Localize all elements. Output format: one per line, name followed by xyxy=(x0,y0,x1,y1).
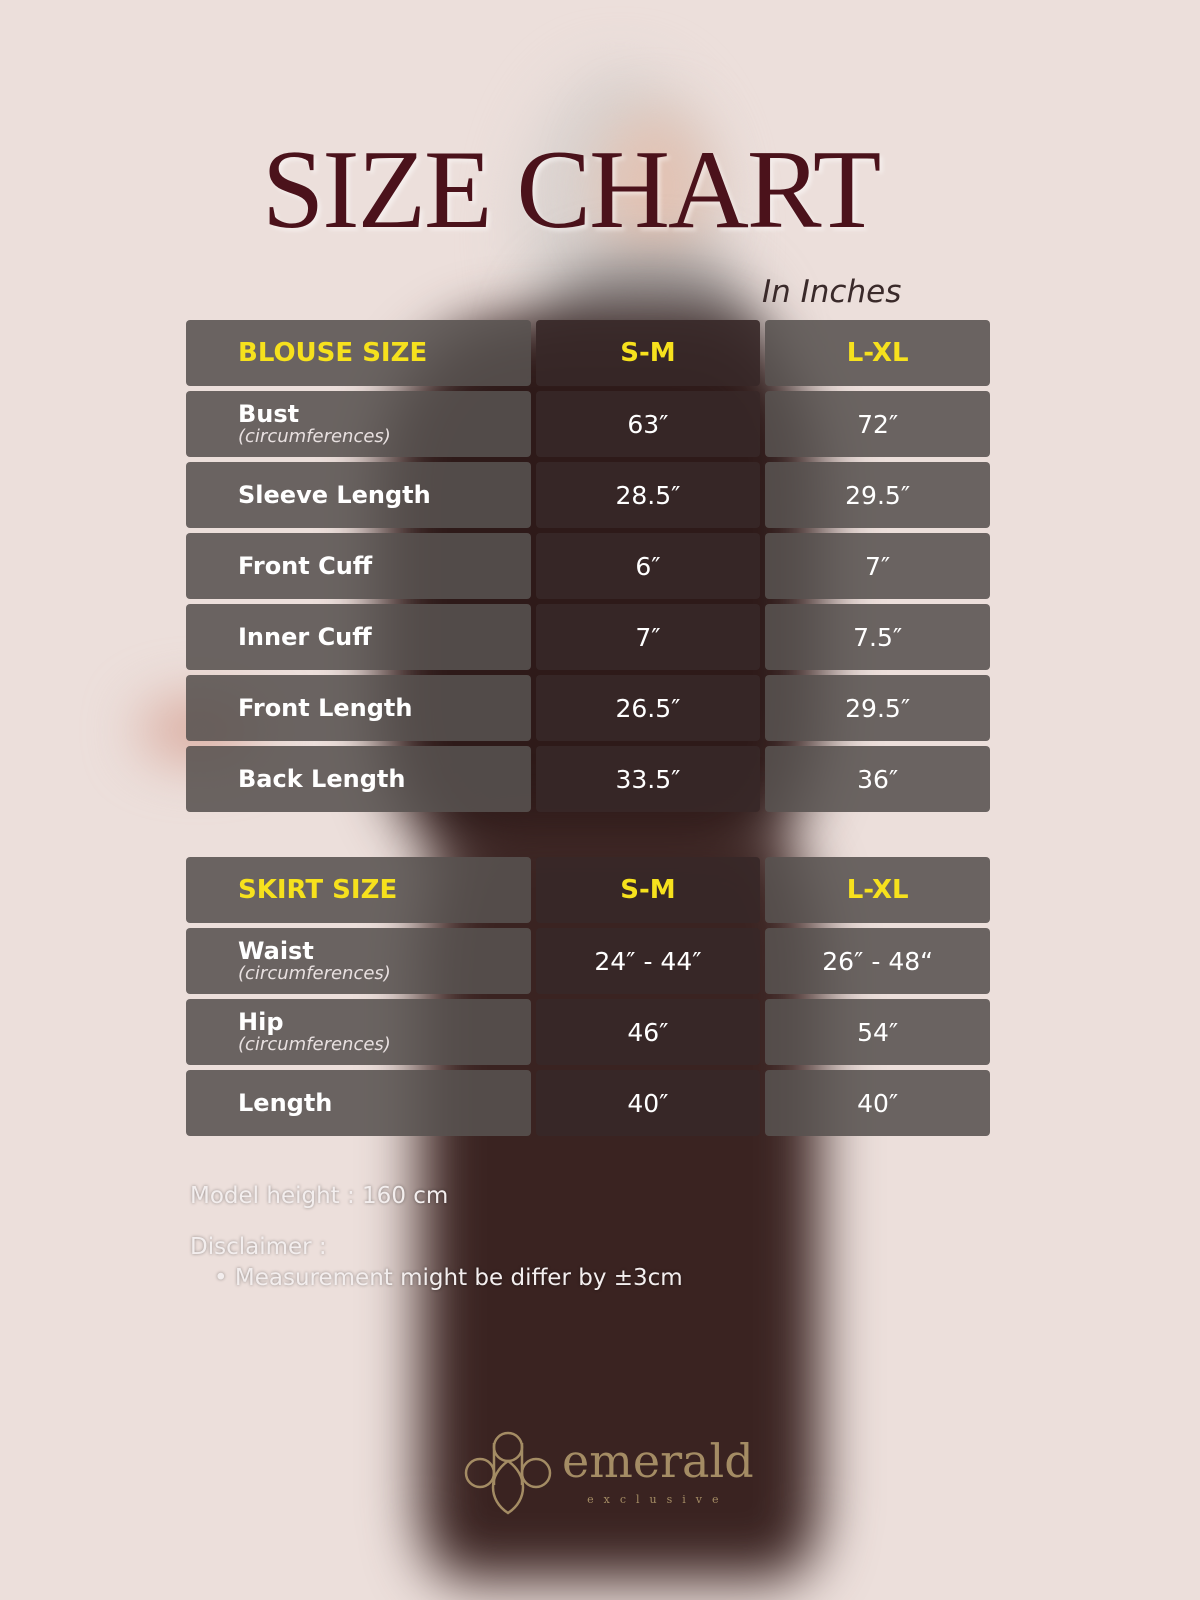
value-s-m: 24″ - 44″ xyxy=(535,928,761,994)
measurement-note: (circumferences) xyxy=(238,1034,391,1056)
value-l-xl: 7″ xyxy=(765,533,991,599)
table-header-row: BLOUSE SIZE S-M L-XL xyxy=(186,320,991,386)
measurement-note: (circumferences) xyxy=(238,426,391,448)
column-header: L-XL xyxy=(765,857,991,923)
table-row: Inner Cuff 7″ 7.5″ xyxy=(186,604,991,670)
logo-wordmark: emerald xyxy=(562,1434,754,1489)
table-row: Bust (circumferences) 63″ 72″ xyxy=(186,391,991,457)
value-s-m: 33.5″ xyxy=(535,746,761,812)
logo-tagline: exclusive xyxy=(587,1492,729,1506)
measurement-label: Waist (circumferences) xyxy=(186,928,531,994)
disclaimer-item: • Measurement might be differ by ±3cm xyxy=(214,1265,683,1291)
value-s-m: 28.5″ xyxy=(535,462,761,528)
value-l-xl: 72″ xyxy=(765,391,991,457)
value-l-xl: 29.5″ xyxy=(765,462,991,528)
value-l-xl: 26″ - 48“ xyxy=(765,928,991,994)
column-header: S-M xyxy=(535,857,761,923)
blouse-size-table: BLOUSE SIZE S-M L-XL Bust (circumferences)… xyxy=(186,320,991,817)
value-s-m: 26.5″ xyxy=(535,675,761,741)
measurement-label: Front Cuff xyxy=(186,533,531,599)
value-l-xl: 36″ xyxy=(765,746,991,812)
column-header: BLOUSE SIZE xyxy=(186,320,531,386)
disclaimer-label: Disclaimer : xyxy=(190,1234,327,1260)
table-row: Sleeve Length 28.5″ 29.5″ xyxy=(186,462,991,528)
value-s-m: 6″ xyxy=(535,533,761,599)
table-row: Length 40″ 40″ xyxy=(186,1070,991,1136)
value-l-xl: 54″ xyxy=(765,999,991,1065)
brand-logo: emerald exclusive xyxy=(458,1425,754,1515)
table-row: Hip (circumferences) 46″ 54″ xyxy=(186,999,991,1065)
units-subtitle: In Inches xyxy=(762,274,902,310)
measurement-label: Sleeve Length xyxy=(186,462,531,528)
measurement-note: (circumferences) xyxy=(238,963,391,985)
model-height: Model height : 160 cm xyxy=(190,1183,449,1209)
value-s-m: 7″ xyxy=(535,604,761,670)
value-l-xl: 40″ xyxy=(765,1070,991,1136)
flower-logo-icon xyxy=(464,1431,552,1515)
measurement-label: Inner Cuff xyxy=(186,604,531,670)
table-row: Back Length 33.5″ 36″ xyxy=(186,746,991,812)
column-header: S-M xyxy=(535,320,761,386)
column-header: L-XL xyxy=(765,320,991,386)
measurement-label: Back Length xyxy=(186,746,531,812)
table-row: Waist (circumferences) 24″ - 44″ 26″ - 4… xyxy=(186,928,991,994)
value-s-m: 40″ xyxy=(535,1070,761,1136)
table-row: Front Length 26.5″ 29.5″ xyxy=(186,675,991,741)
measurement-label: Hip (circumferences) xyxy=(186,999,531,1065)
measurement-label: Front Length xyxy=(186,675,531,741)
value-s-m: 63″ xyxy=(535,391,761,457)
page-title: SIZE CHART xyxy=(262,128,881,252)
value-s-m: 46″ xyxy=(535,999,761,1065)
skirt-size-table: SKIRT SIZE S-M L-XL Waist (circumferences)… xyxy=(186,857,991,1141)
measurement-label: Length xyxy=(186,1070,531,1136)
value-l-xl: 29.5″ xyxy=(765,675,991,741)
table-header-row: SKIRT SIZE S-M L-XL xyxy=(186,857,991,923)
column-header: SKIRT SIZE xyxy=(186,857,531,923)
measurement-label: Bust (circumferences) xyxy=(186,391,531,457)
table-row: Front Cuff 6″ 7″ xyxy=(186,533,991,599)
value-l-xl: 7.5″ xyxy=(765,604,991,670)
